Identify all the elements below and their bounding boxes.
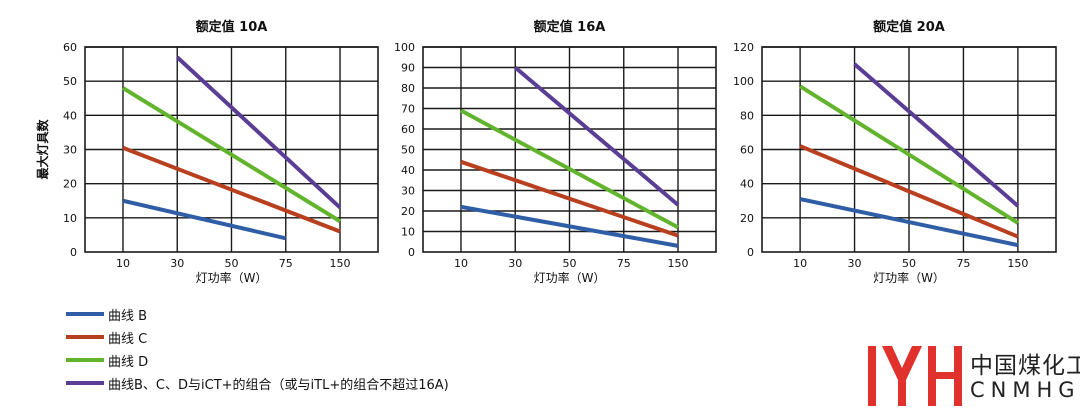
y-tick-label: 10: [63, 212, 77, 225]
series-line-b: [799, 197, 1019, 248]
series-line-d: [460, 108, 679, 230]
x-tick-label: 10: [454, 257, 468, 270]
legend-label-combo: 曲线B、C、D与iCT+的组合（或与iTL+的组合不超过16A): [108, 378, 449, 393]
series-line-b: [122, 198, 287, 241]
chart-panel-2: 0 10 20 30 40 50 60 70 80 90 100 10 30 50 75 150 额定值 16A…: [394, 19, 717, 285]
logo-name-cn: 中国煤化工: [970, 353, 1080, 379]
y-tick-label: 60: [401, 123, 415, 136]
plot-frame: [761, 46, 1057, 253]
y-tick-label: 60: [740, 144, 754, 157]
legend-swatch-combo: [66, 381, 104, 385]
y-tick-label: 0: [408, 246, 415, 259]
x-tick-label: 30: [848, 257, 862, 270]
x-tick-label: 75: [956, 257, 970, 270]
y-tick-label: 80: [401, 82, 415, 95]
legend-label-b: 曲线 B: [108, 309, 148, 324]
y-tick-label: 40: [740, 178, 754, 191]
x-axis-label: 灯功率（W）: [534, 270, 606, 285]
legend-swatch-c: [66, 335, 104, 339]
y-axis-label: 最大灯具数: [35, 119, 50, 180]
series-line-b: [460, 204, 679, 248]
chart-title: 额定值 10A: [196, 19, 268, 35]
x-tick-label: 10: [793, 257, 807, 270]
legend-label-c: 曲线 C: [108, 332, 148, 347]
chart-panel-3: 0 20 40 60 80 100 120 10 30 50 75 150 额定值 20A 灯功率（W）: [733, 19, 1057, 285]
x-tick-label: 75: [617, 257, 631, 270]
y-tick-label: 90: [401, 62, 415, 75]
x-tick-label: 150: [330, 257, 351, 270]
y-tick-label: 30: [401, 185, 415, 198]
series-line-d: [799, 84, 1019, 225]
chart-panel-1: 0 10 20 30 40 50 60 10 30 50 75 150 额定值 10A 灯功率（W） 最大灯…: [35, 19, 379, 285]
series-line-combo: [175, 55, 342, 210]
x-axis-label: 灯功率（W）: [873, 270, 945, 285]
series-line-d: [121, 86, 342, 223]
legend-label-d: 曲线 D: [108, 355, 149, 370]
y-tick-label: 50: [401, 144, 415, 157]
y-tick-label: 80: [740, 109, 754, 122]
y-tick-label: 100: [733, 75, 754, 88]
y-tick-label: 60: [63, 41, 77, 54]
y-tick-label: 0: [747, 246, 754, 259]
logo-name-en: CNMHG: [970, 378, 1080, 402]
y-tick-label: 20: [740, 212, 754, 225]
x-tick-label: 50: [902, 257, 916, 270]
series-line-combo: [853, 62, 1020, 208]
chart-title: 额定值 20A: [873, 19, 945, 35]
series-line-combo: [513, 65, 680, 207]
x-tick-label: 50: [563, 257, 577, 270]
plot-frame: [422, 46, 717, 253]
y-tick-label: 20: [401, 205, 415, 218]
chart-title: 额定值 16A: [534, 19, 606, 35]
x-axis-label: 灯功率（W）: [196, 270, 268, 285]
x-tick-label: 10: [116, 257, 130, 270]
x-tick-label: 30: [170, 257, 184, 270]
y-tick-label: 10: [401, 226, 415, 239]
x-tick-label: 50: [225, 257, 239, 270]
y-tick-label: 40: [401, 164, 415, 177]
y-tick-label: 120: [733, 41, 754, 54]
plot-frame: [84, 46, 379, 253]
series-line-c: [460, 159, 679, 238]
y-tick-label: 20: [63, 178, 77, 191]
logo-mark-icon: [868, 346, 962, 406]
y-tick-label: 30: [63, 144, 77, 157]
y-tick-label: 100: [394, 41, 415, 54]
series-line-c: [122, 145, 341, 234]
y-tick-label: 70: [401, 103, 415, 116]
watermark-logo: 中国煤化工 CNMHG: [866, 342, 1080, 410]
legend-swatch-d: [66, 358, 104, 362]
y-tick-label: 0: [70, 246, 77, 259]
y-tick-label: 50: [63, 75, 77, 88]
x-tick-label: 30: [508, 257, 522, 270]
y-tick-label: 40: [63, 109, 77, 122]
x-tick-label: 150: [1007, 257, 1028, 270]
x-tick-label: 150: [668, 257, 689, 270]
legend-swatch-b: [66, 312, 104, 316]
series-line-c: [799, 144, 1019, 239]
x-tick-label: 75: [279, 257, 293, 270]
